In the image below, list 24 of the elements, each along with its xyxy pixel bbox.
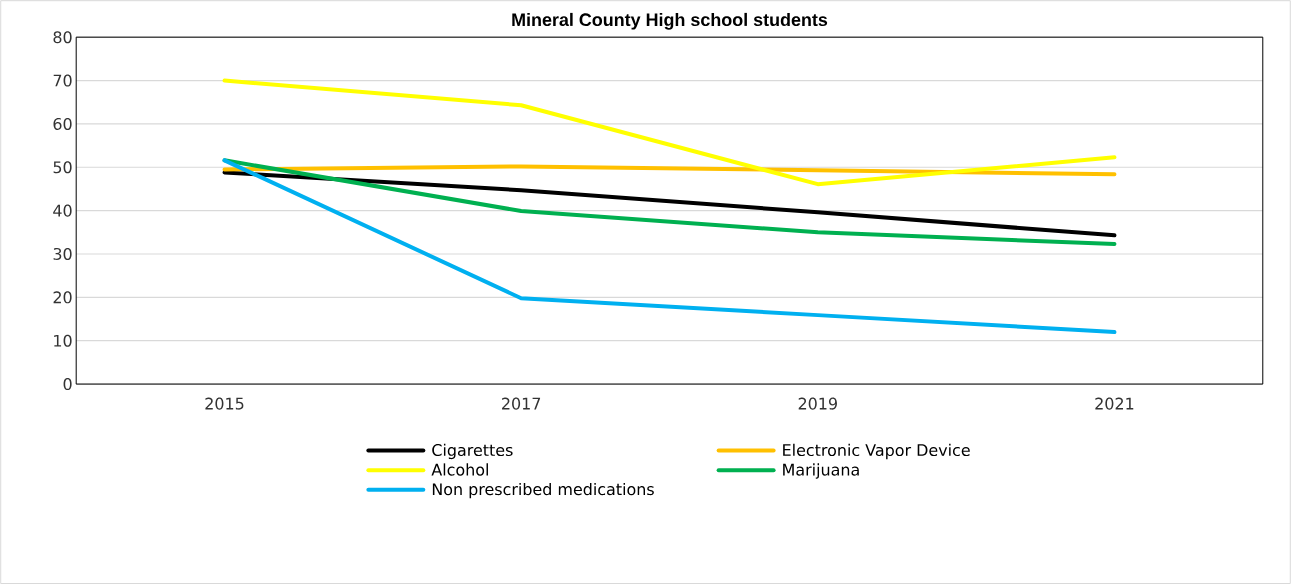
x-tick-label: 2019 — [798, 397, 837, 410]
y-tick-label: 40 — [53, 204, 72, 217]
y-tick-label: 80 — [53, 31, 72, 44]
legend-label: Alcohol — [431, 463, 488, 476]
legend-label: Cigarettes — [432, 443, 513, 460]
line-series — [222, 78, 1117, 187]
y-tick-label: 60 — [53, 117, 72, 130]
legend-label: Electronic Vapor Device — [783, 443, 970, 460]
y-tick-label: 70 — [53, 74, 72, 87]
x-tick-label: 2021 — [1095, 397, 1134, 410]
y-tick-label: 50 — [53, 161, 72, 174]
line-series — [222, 158, 1117, 334]
legend-label: Marijuana — [783, 463, 859, 479]
y-tick-label: 30 — [53, 247, 72, 260]
legend-label: Non prescribed medications — [432, 482, 654, 499]
y-tick-label: 20 — [53, 291, 72, 304]
y-tick-label: 10 — [54, 334, 72, 347]
y-tick-label: 0 — [63, 377, 72, 390]
line-series — [222, 158, 1117, 246]
line-series — [222, 164, 1117, 177]
x-tick-label: 2017 — [502, 397, 541, 410]
x-tick-label: 2015 — [205, 397, 244, 410]
line-series — [222, 170, 1117, 238]
chart-title: Mineral County High school students — [512, 12, 828, 30]
